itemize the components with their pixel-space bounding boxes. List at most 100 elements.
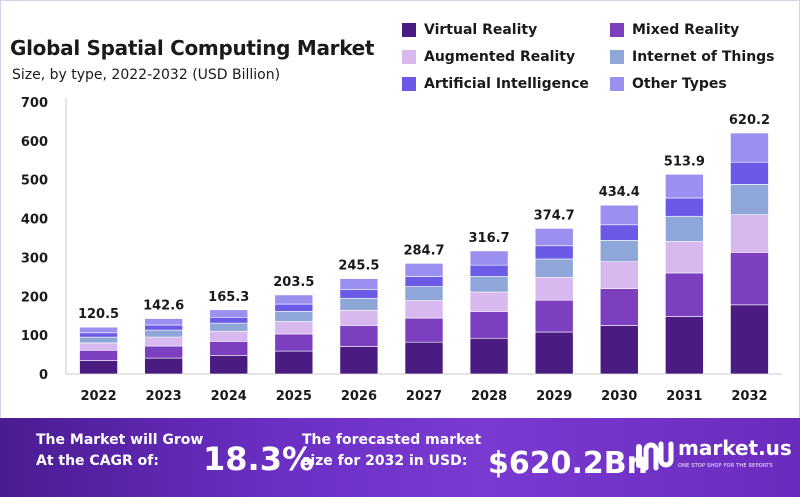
bar-segment <box>144 336 183 347</box>
bar-segment <box>599 261 639 289</box>
bar-segment <box>274 321 314 335</box>
x-tick-label: 2030 <box>601 389 637 404</box>
bar-segment <box>469 291 509 312</box>
bar-segment <box>339 325 379 347</box>
market-us-logo: market.us ONE STOP SHOP FOR THE REPORTS <box>634 436 794 480</box>
bar-segment <box>404 341 444 375</box>
bar-segment <box>665 174 704 199</box>
bar-segment <box>534 228 574 247</box>
legend-label: Augmented Reality <box>424 49 576 65</box>
chart-subtitle: Size, by type, 2022-2032 (USD Billion) <box>12 67 281 83</box>
legend-label: Mixed Reality <box>632 22 740 38</box>
x-tick-label: 2026 <box>341 389 377 404</box>
bar-segment <box>209 355 249 375</box>
bar-segment <box>339 297 379 311</box>
bar-segment <box>599 224 639 241</box>
bar-segment <box>599 204 639 226</box>
cagr-caption: The Market will Grow At the CAGR of: <box>36 432 204 469</box>
y-tick-label: 0 <box>39 368 48 383</box>
bar-segment <box>534 331 574 375</box>
bar-segment <box>209 341 249 356</box>
legend-swatch <box>402 77 416 91</box>
bar-total-label: 165.3 <box>208 290 249 305</box>
logo-tagline: ONE STOP SHOP FOR THE REPORTS <box>678 463 773 469</box>
bar-segment <box>469 264 509 277</box>
bar-segment <box>469 337 509 375</box>
bar-segment <box>665 241 704 274</box>
y-tick-label: 300 <box>21 251 48 266</box>
bar-segment <box>665 197 704 217</box>
bar-segment <box>79 342 118 351</box>
legend-item-mixed-reality: Mixed Reality <box>610 22 739 38</box>
x-tick-label: 2024 <box>211 389 247 404</box>
bar-total-label: 620.2 <box>729 113 770 128</box>
bar-segment <box>79 349 118 361</box>
bar-total-label: 284.7 <box>403 243 444 258</box>
cagr-value: 18.3% <box>203 440 315 478</box>
bar-segment <box>404 317 444 343</box>
bar-segment <box>534 258 574 278</box>
legend-swatch <box>402 23 416 37</box>
logo-text: market.us <box>678 436 792 460</box>
bar-segment <box>730 304 769 375</box>
bar-segment <box>274 350 314 375</box>
bar-segment <box>339 346 379 375</box>
bar-segment <box>339 278 379 290</box>
bar-segment <box>469 276 509 293</box>
legend-swatch <box>610 23 624 37</box>
bar-total-label: 203.5 <box>273 275 314 290</box>
bar-segment <box>274 303 314 312</box>
x-tick-label: 2031 <box>666 389 702 404</box>
stacked-bar-chart: 0 100 200 300 400 500 600 700 120.5 2022 142.6 2023… <box>21 96 782 404</box>
bar-segment <box>144 345 183 359</box>
bar-segment <box>534 245 574 260</box>
bar-segment <box>404 286 444 301</box>
bar-segment <box>665 316 704 375</box>
bar-total-label: 245.5 <box>338 259 379 274</box>
bar-segment <box>730 161 769 185</box>
x-tick-label: 2025 <box>276 389 312 404</box>
bar-total-label: 374.7 <box>534 208 575 223</box>
x-tick-label: 2022 <box>80 389 116 404</box>
bar-segment <box>730 214 769 253</box>
bar-segment <box>404 300 444 319</box>
legend-item-artificial-intelligence: Artificial Intelligence <box>402 76 589 92</box>
y-tick-label: 700 <box>21 96 48 111</box>
x-tick-label: 2028 <box>471 389 507 404</box>
bar-total-label: 120.5 <box>78 307 119 322</box>
x-tick-label: 2027 <box>406 389 442 404</box>
bar-segment <box>274 294 314 305</box>
legend-swatch <box>610 50 624 64</box>
bar-total-label: 142.6 <box>143 299 184 314</box>
x-tick-label: 2029 <box>536 389 572 404</box>
bar-total-label: 434.4 <box>599 185 640 200</box>
bar-segment <box>339 289 379 299</box>
bar-segment <box>469 311 509 339</box>
bar-segment <box>730 184 769 215</box>
chart-title: Global Spatial Computing Market <box>10 36 375 60</box>
y-tick-label: 200 <box>21 290 48 305</box>
bar-segment <box>534 276 574 301</box>
bar-segment <box>144 318 183 326</box>
bar-segment <box>599 325 639 375</box>
legend-item-virtual-reality: Virtual Reality <box>402 22 537 38</box>
bar-segment <box>209 322 249 332</box>
bar-segment <box>665 272 704 317</box>
bar-segment <box>599 288 639 326</box>
bar-total-label: 513.9 <box>664 154 705 169</box>
bar-segment <box>404 276 444 287</box>
bar-segment <box>339 309 379 326</box>
bar-segment <box>534 299 574 333</box>
bar-segment <box>144 357 183 375</box>
x-tick-label: 2032 <box>731 389 767 404</box>
legend-label: Internet of Things <box>632 49 775 65</box>
legend-swatch <box>402 50 416 64</box>
y-tick-label: 100 <box>21 329 48 344</box>
legend-item-augmented-reality: Augmented Reality <box>402 49 575 65</box>
bar-segment <box>79 360 118 375</box>
y-tick-label: 400 <box>21 213 48 228</box>
bar-segment <box>599 240 639 263</box>
forecast-caption: The forecasted market size for 2032 in U… <box>302 432 482 469</box>
legend-label: Artificial Intelligence <box>424 76 589 92</box>
bar-segment <box>469 250 509 266</box>
